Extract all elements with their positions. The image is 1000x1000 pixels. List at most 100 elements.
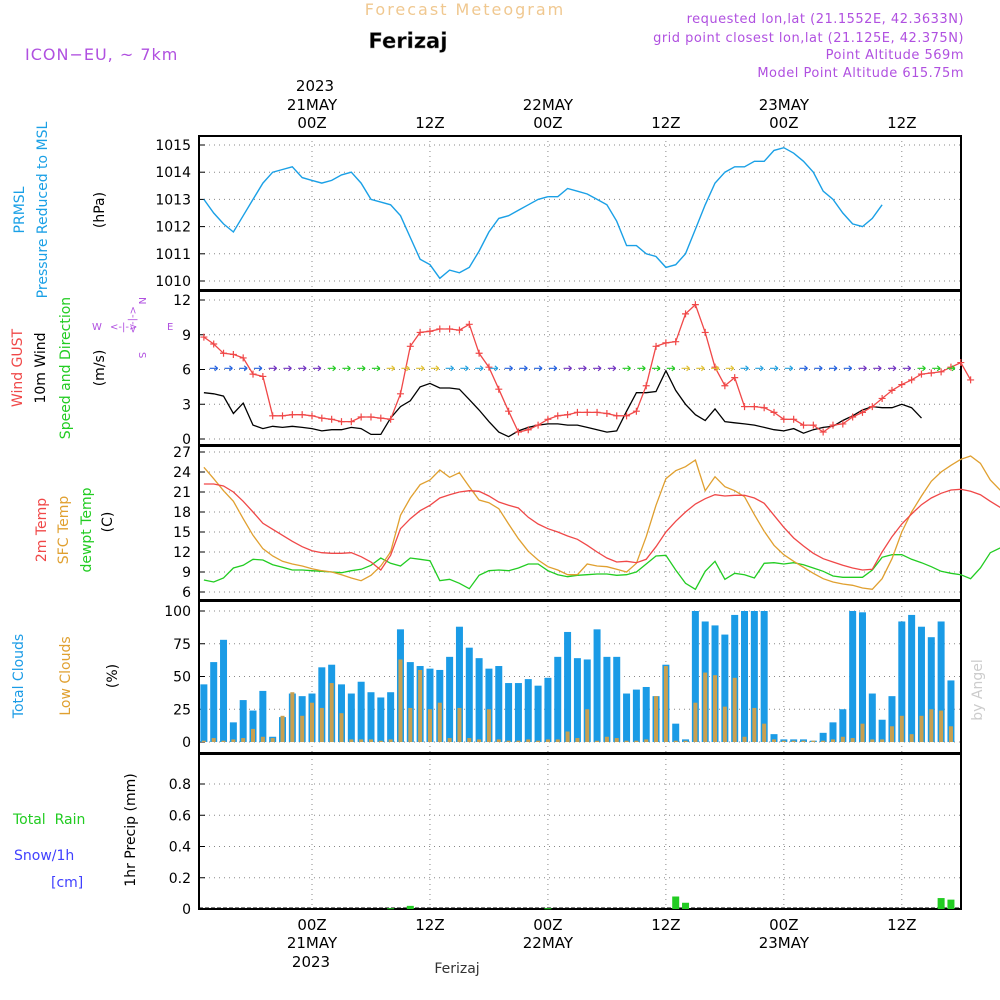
low-cloud-bar (467, 738, 472, 742)
top-time-label: 12Z (887, 114, 916, 132)
total-cloud-bar (259, 690, 267, 742)
ytick-label: 18 (173, 505, 191, 521)
total-cloud-bar (426, 668, 434, 742)
wind-direction-arrow (445, 365, 454, 372)
gust-point (917, 370, 925, 378)
total-cloud-bar (613, 656, 621, 742)
gust-point (672, 338, 680, 346)
total-cloud-bar (367, 692, 375, 742)
gust-point (908, 376, 916, 384)
t2m-line (203, 483, 1000, 571)
requested-coords: requested lon,lat (21.1552E, 42.3633N) (687, 12, 964, 27)
total-cloud-bar (927, 637, 935, 742)
wind-direction-arrow (342, 365, 351, 372)
total-cloud-bar (524, 679, 532, 742)
low-cloud-bar (457, 707, 462, 742)
wind-direction-arrow (253, 365, 263, 372)
precip-panel: 0 0.2 0.4 0.6 0.8 (169, 753, 962, 918)
total-cloud-bar (465, 647, 473, 742)
ytick-label: 0.2 (169, 871, 191, 887)
total-cloud-bar (573, 658, 581, 742)
total-cloud-bar (632, 689, 640, 742)
ytick-label: 27 (173, 445, 191, 461)
wind-direction-arrow (814, 365, 823, 372)
top-time-label: 12Z (415, 114, 444, 132)
total-cloud-bar (898, 621, 906, 742)
low-cloud-bar (860, 723, 865, 742)
gust-point (200, 333, 208, 341)
top-year: 2023 (296, 77, 334, 95)
ytick-label: 0 (182, 735, 191, 751)
low-cloud-bar (427, 709, 432, 742)
plot-area: 1010 1011 1012 1013 1014 1015 0 3 6 9 12 6 9 12 15 18 21… (155, 135, 1000, 918)
low-cloud-bar (614, 738, 619, 742)
gust-point (770, 408, 778, 416)
gust-point (701, 328, 709, 336)
precip-bar (937, 898, 945, 909)
gust-point (377, 414, 385, 422)
gust-point (662, 339, 670, 347)
total-cloud-bar (377, 697, 385, 742)
gust-point (760, 404, 768, 412)
gust-point (780, 415, 788, 423)
gust-point (357, 413, 365, 421)
precip-labels: Total Rain Snow/1h [cm] 1hr Precip (mm) (12, 773, 139, 891)
gust-point (878, 394, 886, 402)
low-cloud-bar (388, 739, 393, 742)
ytick-label: 1013 (155, 192, 191, 208)
low-cloud-bar (211, 738, 216, 742)
gust-point (387, 415, 395, 423)
wind-direction-arrow (224, 365, 233, 372)
low-cloud-bar (319, 707, 324, 742)
low-cloud-bar (663, 666, 668, 742)
footer-location: Ferizaj (434, 961, 479, 977)
gust-point (927, 369, 935, 377)
wind-panel: 0 3 6 9 12 (173, 290, 975, 448)
wind-direction-arrow (209, 365, 219, 372)
precip-bar (682, 902, 690, 909)
wind-direction-arrow (622, 365, 631, 372)
gust-point (210, 340, 218, 348)
low-cloud-bar (555, 739, 560, 742)
total-cloud-bar (721, 634, 729, 742)
gust-point (790, 415, 798, 423)
gust-point (642, 382, 650, 390)
wind-direction-arrow (725, 365, 735, 372)
wind-direction-arrow (416, 365, 425, 372)
low-cloud-bar (732, 677, 737, 742)
gust-point (583, 408, 591, 416)
gust-point (455, 326, 463, 334)
total-cloud-bar (917, 626, 925, 742)
top-time-label: 12Z (651, 114, 680, 132)
low-cloud-bar (919, 715, 924, 742)
ytick-label: 6 (182, 585, 191, 601)
gust-point (220, 349, 228, 357)
wind-direction-arrow (873, 365, 882, 372)
wind-direction-arrow (460, 365, 469, 372)
low-cloud-bar (634, 740, 639, 742)
ytick-label: 0 (182, 902, 191, 918)
top-date-label: 21MAY (287, 96, 338, 114)
low-cloud-bar (201, 740, 206, 742)
chart-title: Forecast Meteogram (365, 0, 565, 19)
gust-point (937, 368, 945, 376)
compass-south: S (136, 352, 147, 358)
wind-labels: Wind GUST 10m Wind Speed and Direction (… (10, 297, 173, 439)
bottom-time-label: 12Z (415, 916, 444, 934)
wind-direction-arrow (784, 365, 794, 372)
ytick-label: 9 (182, 328, 191, 344)
low-cloud-bar (496, 739, 501, 742)
gust-point (858, 408, 866, 416)
total-cloud-bar (908, 614, 916, 742)
total-cloud-bar (937, 621, 945, 742)
low-cloud-bar (830, 739, 835, 742)
low-cloud-bar (595, 740, 600, 742)
top-date-label: 22MAY (523, 96, 574, 114)
clouds-panel: 0 25 50 75 100 (164, 600, 962, 754)
total-cloud-bar (249, 710, 257, 742)
wind-direction-arrow (489, 365, 499, 372)
wind-direction-arrow (593, 365, 602, 372)
bottom-time-label: 12Z (651, 916, 680, 934)
gust-point (524, 426, 532, 434)
